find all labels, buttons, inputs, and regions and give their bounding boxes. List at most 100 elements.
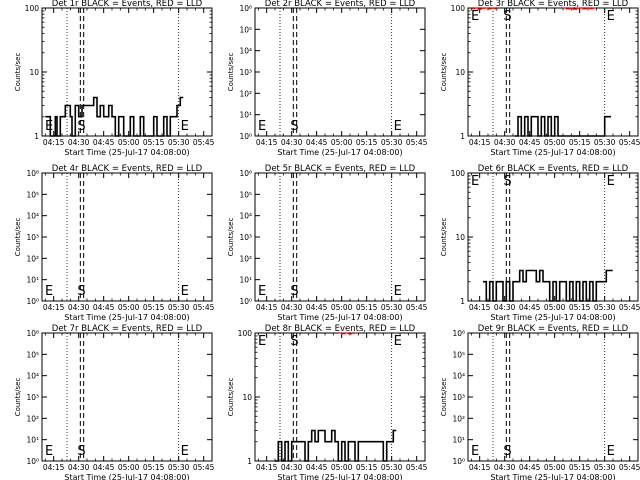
marker-e-right: E <box>394 284 402 299</box>
detector-panel-5: Det 5r BLACK = Events, RED = LLD Counts/s… <box>227 164 428 322</box>
detector-panel-3: Det 3r BLACK = Events, RED = LLD Counts/s… <box>440 0 640 157</box>
detector-panel-9: Det 9r BLACK = Events, RED = LLD Counts/s… <box>440 324 640 480</box>
y-tick-label: 100 <box>238 329 253 338</box>
x-tick-label: 05:45 <box>619 303 640 312</box>
y-tick-label: 1 <box>460 132 465 141</box>
x-tick-label: 05:45 <box>406 138 428 147</box>
marker-e-right: E <box>607 444 615 459</box>
x-tick-label: 04:45 <box>306 303 328 312</box>
marker-s: S <box>77 444 85 459</box>
plot-frame <box>41 172 213 302</box>
plot-frame <box>467 332 639 462</box>
y-tick-label: 10⁶ <box>26 329 39 338</box>
x-tick-label: 05:30 <box>381 138 403 147</box>
x-tick-label: 04:15 <box>256 303 278 312</box>
marker-e-left: E <box>45 284 53 299</box>
y-tick-label: 10⁰ <box>26 297 39 306</box>
y-tick-label: 10 <box>455 68 465 77</box>
x-axis-label: Start Time (25-Jul-17 04:08:00) <box>490 473 615 480</box>
y-tick-label: 10 <box>29 68 39 77</box>
x-tick-label: 04:30 <box>68 463 90 472</box>
marker-e-left: E <box>258 119 266 134</box>
plot-frame <box>254 172 426 302</box>
y-tick-label: 10⁴ <box>239 47 252 56</box>
marker-e-right: E <box>181 444 189 459</box>
x-tick-label: 05:15 <box>569 138 591 147</box>
x-tick-label: 05:00 <box>331 138 353 147</box>
x-tick-label: 04:30 <box>494 303 516 312</box>
y-tick-label: 100 <box>451 4 466 13</box>
marker-e-right: E <box>394 119 402 134</box>
events-series-1 <box>483 269 613 302</box>
panel-title: Det 2r BLACK = Events, RED = LLD <box>265 0 416 9</box>
x-tick-label: 04:45 <box>519 303 541 312</box>
plot-frame <box>467 7 639 137</box>
x-axis-label: Start Time (25-Jul-17 04:08:00) <box>64 473 189 480</box>
y-tick-label: 100 <box>451 169 466 178</box>
y-axis-label: Counts/sec <box>227 378 235 417</box>
y-tick-label: 10³ <box>26 393 39 402</box>
detector-panel-6: Det 6r BLACK = Events, RED = LLD Counts/s… <box>440 164 640 322</box>
y-tick-label: 10² <box>26 254 39 263</box>
marker-e-right: E <box>181 284 189 299</box>
marker-e-left: E <box>471 9 479 24</box>
x-tick-label: 05:45 <box>406 303 428 312</box>
x-tick-label: 05:30 <box>168 303 190 312</box>
x-tick-label: 05:30 <box>168 463 190 472</box>
x-tick-label: 05:15 <box>143 303 165 312</box>
x-tick-label: 05:15 <box>356 138 378 147</box>
x-tick-label: 04:45 <box>93 138 115 147</box>
x-tick-label: 05:45 <box>193 138 215 147</box>
x-tick-label: 05:15 <box>356 463 378 472</box>
x-tick-label: 05:45 <box>193 303 215 312</box>
events-series-1 <box>275 429 397 462</box>
x-axis-label: Start Time (25-Jul-17 04:08:00) <box>277 473 402 480</box>
y-tick-label: 100 <box>25 4 40 13</box>
y-tick-label: 10⁵ <box>26 350 39 359</box>
y-tick-label: 10³ <box>452 393 465 402</box>
plot-frame <box>41 7 213 137</box>
x-tick-label: 05:15 <box>569 303 591 312</box>
x-tick-label: 05:45 <box>619 463 640 472</box>
x-tick-label: 05:00 <box>118 463 140 472</box>
y-tick-label: 10² <box>239 89 252 98</box>
marker-e-left: E <box>258 334 266 349</box>
y-tick-label: 10⁰ <box>452 457 465 466</box>
x-tick-label: 04:45 <box>306 138 328 147</box>
x-tick-label: 04:15 <box>469 138 491 147</box>
x-tick-label: 04:30 <box>281 463 303 472</box>
y-tick-label: 10³ <box>239 233 252 242</box>
x-tick-label: 05:30 <box>594 463 616 472</box>
y-tick-label: 1 <box>460 297 465 306</box>
y-tick-label: 10¹ <box>452 436 465 445</box>
marker-s: S <box>290 284 298 299</box>
y-tick-label: 10³ <box>239 68 252 77</box>
panel-title: Det 9r BLACK = Events, RED = LLD <box>478 324 629 334</box>
y-tick-label: 10³ <box>26 233 39 242</box>
y-tick-label: 10⁰ <box>239 297 252 306</box>
x-tick-label: 05:45 <box>619 138 640 147</box>
y-tick-label: 10¹ <box>239 276 252 285</box>
y-tick-label: 10⁰ <box>26 457 39 466</box>
y-tick-label: 10² <box>26 414 39 423</box>
x-tick-label: 04:15 <box>256 138 278 147</box>
x-tick-label: 05:00 <box>331 463 353 472</box>
panel-title: Det 6r BLACK = Events, RED = LLD <box>478 164 629 174</box>
x-tick-label: 04:15 <box>256 463 278 472</box>
y-tick-label: 10⁶ <box>239 4 252 13</box>
marker-e-left: E <box>45 444 53 459</box>
plot-frame <box>254 7 426 137</box>
plot-frame <box>41 332 213 462</box>
y-tick-label: 10⁴ <box>452 372 465 381</box>
events-series-1 <box>514 115 611 137</box>
y-tick-label: 10¹ <box>26 276 39 285</box>
y-axis-label: Counts/sec <box>227 218 235 257</box>
lld-series-3 <box>563 7 596 10</box>
y-tick-label: 10² <box>239 254 252 263</box>
x-tick-label: 05:00 <box>118 303 140 312</box>
detector-panel-4: Det 4r BLACK = Events, RED = LLD Counts/s… <box>14 164 215 322</box>
y-axis-label: Counts/sec <box>14 53 22 92</box>
y-tick-label: 10¹ <box>239 111 252 120</box>
x-tick-label: 05:00 <box>544 138 566 147</box>
y-tick-label: 10⁶ <box>26 169 39 178</box>
